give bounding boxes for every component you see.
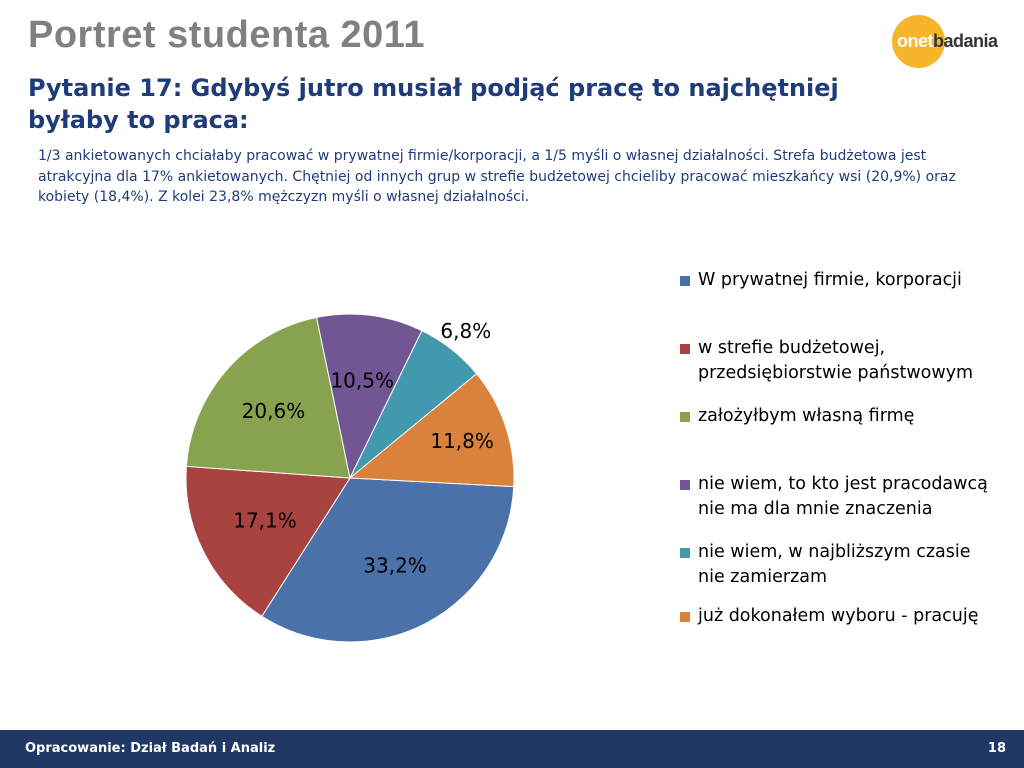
- legend-swatch: [680, 344, 690, 354]
- footer-credit: Opracowanie: Dział Badań i Analiz: [25, 741, 276, 756]
- footer-bar: Opracowanie: Dział Badań i Analiz 18: [0, 730, 1024, 768]
- legend-label: założyłbym własną firmę: [698, 406, 915, 426]
- description-text: 1/3 ankietowanych chciałaby pracować w p…: [38, 148, 956, 205]
- pie-chart: 33,2% 17,1% 20,6% 10,5% 6,8% 11,8%: [185, 313, 515, 643]
- slice-percent-label: 33,2%: [363, 553, 427, 577]
- legend-label: W prywatnej firmie, korporacji: [698, 270, 962, 290]
- logo-text-onet: onet: [897, 31, 934, 51]
- legend-swatch: [680, 612, 690, 622]
- legend-label: w strefie budżetowej, przedsiębiorstwie …: [698, 338, 974, 383]
- logo-text: onetbadania: [897, 31, 998, 52]
- legend-label: nie wiem, to kto jest pracodawcą nie ma …: [698, 474, 988, 519]
- pie-slice: [185, 465, 351, 617]
- legend-label: nie wiem, w najbliższym czasie nie zamie…: [698, 542, 971, 587]
- slice-percent-label: 11,8%: [430, 429, 494, 453]
- logo-text-badania: badania: [933, 31, 998, 51]
- slice-percent-label: 20,6%: [242, 399, 306, 423]
- legend-swatch: [680, 480, 690, 490]
- slice-percent-label: 17,1%: [233, 509, 297, 533]
- question-heading: Pytanie 17: Gdybyś jutro musiał podjąć p…: [28, 74, 839, 134]
- legend-swatch: [680, 276, 690, 286]
- page-title: Portret studenta 2011: [28, 14, 425, 56]
- legend-swatch: [680, 412, 690, 422]
- pie-slice: [315, 313, 423, 480]
- logo-circle: [892, 15, 945, 68]
- legend-label: już dokonałem wyboru - pracuję: [698, 606, 979, 626]
- pie-slice: [185, 316, 351, 479]
- slice-percent-label: 10,5%: [330, 368, 394, 392]
- onet-badania-logo: onetbadania: [892, 15, 1016, 69]
- pie-slice: [348, 373, 515, 488]
- slice-percent-label: 6,8%: [440, 319, 491, 343]
- pie-slice: [261, 477, 515, 643]
- legend-swatch: [680, 548, 690, 558]
- page-number: 18: [987, 741, 1006, 756]
